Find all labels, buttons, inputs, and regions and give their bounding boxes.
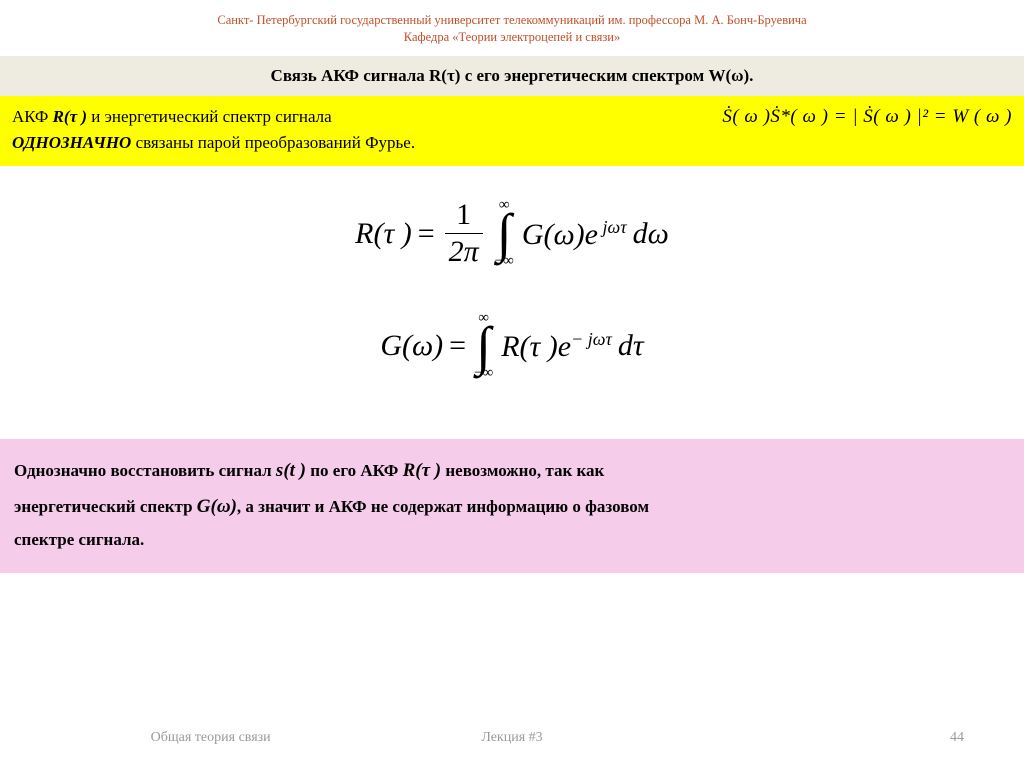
institution-name: Санкт- Петербургский государственный уни… [20, 12, 1004, 29]
st-symbol: s(t ) [276, 460, 306, 481]
eq1-exponent: jωτ [598, 217, 627, 237]
pink-line-2: энергетический спектр G(ω), а значит и А… [14, 489, 1010, 524]
equations-block: R(τ ) = 1 2π ∞ ∫ −∞ G(ω)e jωτ dω G(ω) = … [0, 166, 1024, 431]
eq1-lhs: R(τ ) [355, 219, 412, 249]
rtau-symbol: R(τ ) [403, 460, 442, 481]
pink-text: энергетический спектр [14, 497, 197, 516]
department-name: Кафедра «Теории электроцепей и связи» [20, 29, 1004, 46]
rtau-symbol: R(τ ) [53, 107, 87, 126]
gw-symbol: G(ω) [197, 496, 237, 517]
footer-course: Общая теория связи [60, 730, 361, 746]
institution-header: Санкт- Петербургский государственный уни… [0, 0, 1024, 52]
equation-2: G(ω) = ∞ ∫ −∞ R(τ )e− jωτ dτ [380, 311, 643, 382]
integral-symbol: ∞ ∫ −∞ [474, 311, 493, 382]
yellow-text-prefix: АКФ [12, 107, 53, 126]
integral-symbol: ∞ ∫ −∞ [495, 198, 514, 269]
yellow-highlight-block: Ṡ( ω )Ṡ*( ω ) = | Ṡ( ω ) |² = W ( ω ) АК… [0, 96, 1024, 167]
pink-line-3: спектре сигнала. [14, 524, 1010, 555]
integral-lower: −∞ [474, 366, 493, 381]
eq1-base: G(ω)e [522, 218, 598, 251]
slide-footer: Общая теория связи Лекция #3 44 [0, 730, 1024, 746]
eq1-differential: dω [633, 219, 669, 249]
equals-sign: = [449, 331, 466, 361]
eq2-differential: dτ [618, 331, 644, 361]
pink-text: невозможно, так как [441, 461, 604, 480]
pink-text: , а значит и АКФ не содержат информацию … [237, 497, 649, 516]
integral-sign: ∫ [476, 326, 491, 367]
integral-sign: ∫ [497, 213, 512, 254]
inline-equation: Ṡ( ω )Ṡ*( ω ) = | Ṡ( ω ) |² = W ( ω ) [722, 102, 1012, 131]
emphasis-word: ОДНОЗНАЧНО [12, 133, 131, 152]
integral-lower: −∞ [495, 254, 514, 269]
eq2-integrand: R(τ )e− jωτ [501, 330, 612, 362]
pink-text: спектре сигнала. [14, 530, 144, 549]
numerator: 1 [452, 200, 475, 233]
pink-text: по его АКФ [306, 461, 403, 480]
eq2-base: R(τ )e [501, 330, 571, 363]
eq1-integrand: G(ω)e jωτ [522, 218, 627, 250]
eq2-lhs: G(ω) [380, 331, 443, 361]
equation-1: R(τ ) = 1 2π ∞ ∫ −∞ G(ω)e jωτ dω [355, 198, 669, 269]
denominator: 2π [445, 233, 483, 267]
pink-line-1: Однозначно восстановить сигнал s(t ) по … [14, 453, 1010, 488]
yellow-text-tail: связаны парой преобразований Фурье. [131, 133, 415, 152]
footer-page: 44 [663, 730, 964, 746]
pink-note-block: Однозначно восстановить сигнал s(t ) по … [0, 439, 1024, 573]
footer-lecture: Лекция #3 [361, 730, 662, 746]
eq2-exponent: − jωτ [571, 329, 612, 349]
yellow-text-mid: и энергетический спектр сигнала [87, 107, 332, 126]
pink-text: Однозначно восстановить сигнал [14, 461, 276, 480]
equals-sign: = [418, 219, 435, 249]
fraction: 1 2π [445, 200, 483, 267]
slide-title: Связь АКФ сигнала R(τ) с его энергетичес… [0, 56, 1024, 96]
